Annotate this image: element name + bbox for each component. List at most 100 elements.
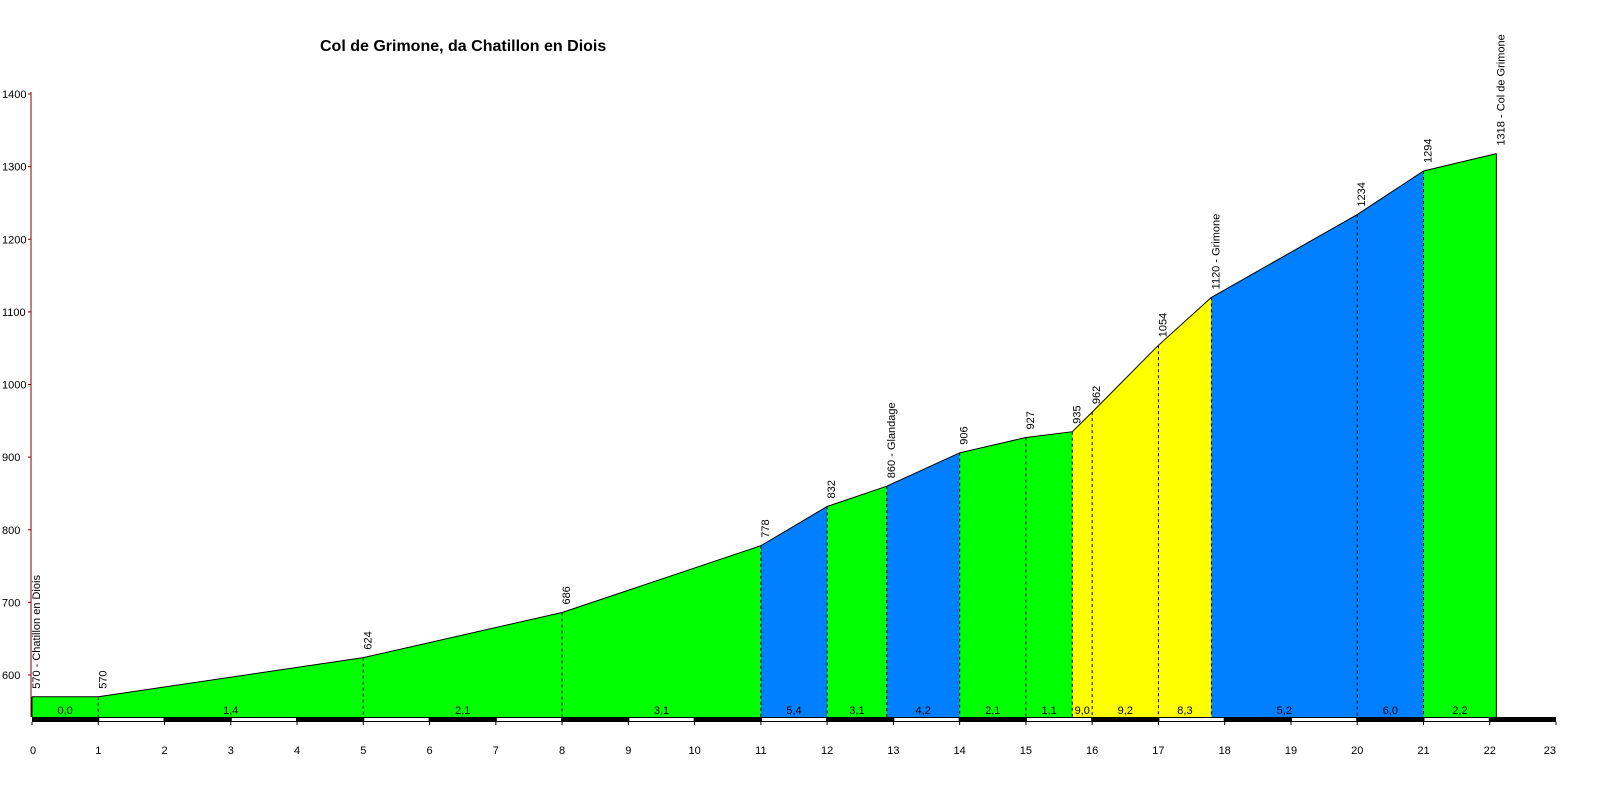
- elevation-label: 832: [826, 480, 838, 498]
- x-tick-label: 12: [821, 745, 833, 757]
- scale-bar-block: [364, 718, 429, 721]
- x-tick-label: 20: [1351, 745, 1363, 757]
- segment-fill: [32, 696, 99, 717]
- y-tick-label: 900: [2, 452, 20, 464]
- x-tick-label: 13: [887, 745, 899, 757]
- elevation-labels: 570 - Chatillon en Diois 570 624 686 778 832 8…: [31, 34, 1507, 689]
- y-tick-label: 700: [2, 597, 20, 609]
- x-tick-label: 14: [954, 745, 966, 757]
- x-tick-label: 18: [1219, 745, 1231, 757]
- gradient-label: 6,0: [1383, 705, 1398, 717]
- segment-fill: [1158, 297, 1212, 717]
- elevation-label: 1054: [1157, 313, 1169, 337]
- elevation-label: 1318 - Col de Grimone: [1495, 34, 1507, 145]
- gradient-segment-fills: [32, 153, 1497, 718]
- gradient-label: 2,1: [985, 705, 1000, 717]
- segment-fill: [959, 437, 1026, 717]
- elevation-label: 927: [1025, 411, 1037, 429]
- scale-bar-block: [99, 718, 164, 721]
- x-tick-label: 8: [559, 745, 565, 757]
- y-tick-label: 600: [2, 670, 20, 682]
- x-tick-label: 2: [161, 745, 167, 757]
- x-tick-label: 1: [95, 745, 101, 757]
- elevation-label: 570 - Chatillon en Diois: [31, 575, 43, 689]
- gradient-label: 1,1: [1041, 705, 1056, 717]
- gradient-label: 5,4: [786, 705, 801, 717]
- scale-bar-block: [629, 718, 694, 721]
- segment-fill: [1423, 153, 1497, 718]
- x-tick-label: 15: [1020, 745, 1032, 757]
- gradient-label: 0,0: [57, 705, 72, 717]
- gradient-label: 9,2: [1118, 705, 1133, 717]
- y-tick-label: 1000: [2, 380, 26, 392]
- x-tick-label: 6: [427, 745, 433, 757]
- x-tick-label: 3: [228, 745, 234, 757]
- gradient-label: 1,4: [223, 705, 238, 717]
- scale-bar-block: [1026, 718, 1092, 721]
- scale-bar-block: [496, 718, 562, 721]
- y-axis: 600 700 800 900 1000 1100 1200 1300 1400: [2, 89, 32, 717]
- gradient-label: 2,1: [455, 705, 470, 717]
- segment-fill: [886, 452, 960, 717]
- x-tick-label: 23: [1544, 745, 1556, 757]
- scale-bar-block: [231, 718, 297, 721]
- elevation-label: 1294: [1422, 138, 1434, 162]
- segment-fill: [1072, 412, 1093, 717]
- elevation-label: 935: [1071, 405, 1083, 423]
- segment-fill: [98, 657, 364, 717]
- x-tick-label: 5: [360, 745, 366, 757]
- elevation-label: 1234: [1356, 182, 1368, 206]
- segment-fill: [760, 506, 828, 717]
- y-tick-label: 1200: [2, 234, 26, 246]
- km-scale-bar: [32, 717, 1556, 722]
- elevation-label: 860 - Glandage: [886, 402, 898, 478]
- elevation-label: 778: [760, 519, 772, 537]
- gradient-label: 8,3: [1177, 705, 1192, 717]
- x-tick-label: 4: [294, 745, 300, 757]
- segment-fill: [1025, 431, 1073, 717]
- gradient-label: 3,1: [654, 705, 669, 717]
- gradient-label: 2,2: [1452, 705, 1467, 717]
- x-tick-label: 22: [1484, 745, 1496, 757]
- x-tick-label: 16: [1086, 745, 1098, 757]
- x-tick-label: 0: [30, 745, 36, 757]
- x-tick-label: 7: [493, 745, 499, 757]
- y-tick-label: 800: [2, 525, 20, 537]
- elevation-label: 570: [97, 670, 109, 688]
- y-tick-label: 1300: [2, 162, 26, 174]
- segment-fill: [1357, 171, 1424, 717]
- x-tick-label: 19: [1285, 745, 1297, 757]
- segment-fill: [827, 486, 887, 717]
- chart-title: Col de Grimone, da Chatillon en Diois: [320, 38, 607, 55]
- scale-bar-block: [1424, 718, 1489, 721]
- y-tick-label: 1100: [2, 307, 26, 319]
- segment-fill: [562, 545, 761, 717]
- elevation-label: 906: [959, 426, 971, 444]
- gradient-label: 9,0: [1075, 705, 1090, 717]
- segment-divider-lines: [97, 170, 1424, 717]
- profile-outline: [31, 153, 1497, 717]
- x-tick-label: 17: [1152, 745, 1164, 757]
- x-tick-label: 11: [755, 745, 766, 757]
- segment-fill: [363, 612, 563, 717]
- gradient-label: 4,2: [916, 705, 931, 717]
- segment-fill: [1211, 214, 1358, 717]
- scale-bar-block: [1291, 718, 1357, 721]
- scale-bar-block: [894, 718, 959, 721]
- elevation-label: 1120 - Grimone: [1210, 214, 1222, 290]
- x-axis: 0 1 2 3 4 5 6 7 8 9 10 11 12 13 14 15 16 17 18 19 20 21 22 23: [30, 722, 1557, 757]
- scale-bar-block: [761, 718, 827, 721]
- x-tick-label: 9: [625, 745, 631, 757]
- elevation-label: 686: [561, 586, 573, 604]
- scale-bar-block: [1159, 718, 1224, 721]
- segment-fill: [1092, 345, 1159, 717]
- elevation-label: 624: [362, 631, 374, 649]
- gradient-label: 5,2: [1277, 705, 1292, 717]
- gradient-labels: 0,0 1,4 2,1 3,1 5,4 3,1 4,2 2,1 1,1 9,0 9,2 8,3 5,2 6…: [57, 705, 1467, 717]
- gradient-label: 3,1: [849, 705, 864, 717]
- profile-line: [32, 153, 1497, 698]
- x-tick-label: 10: [688, 745, 700, 757]
- y-tick-label: 1400: [2, 89, 26, 101]
- x-tick-label: 21: [1417, 745, 1429, 757]
